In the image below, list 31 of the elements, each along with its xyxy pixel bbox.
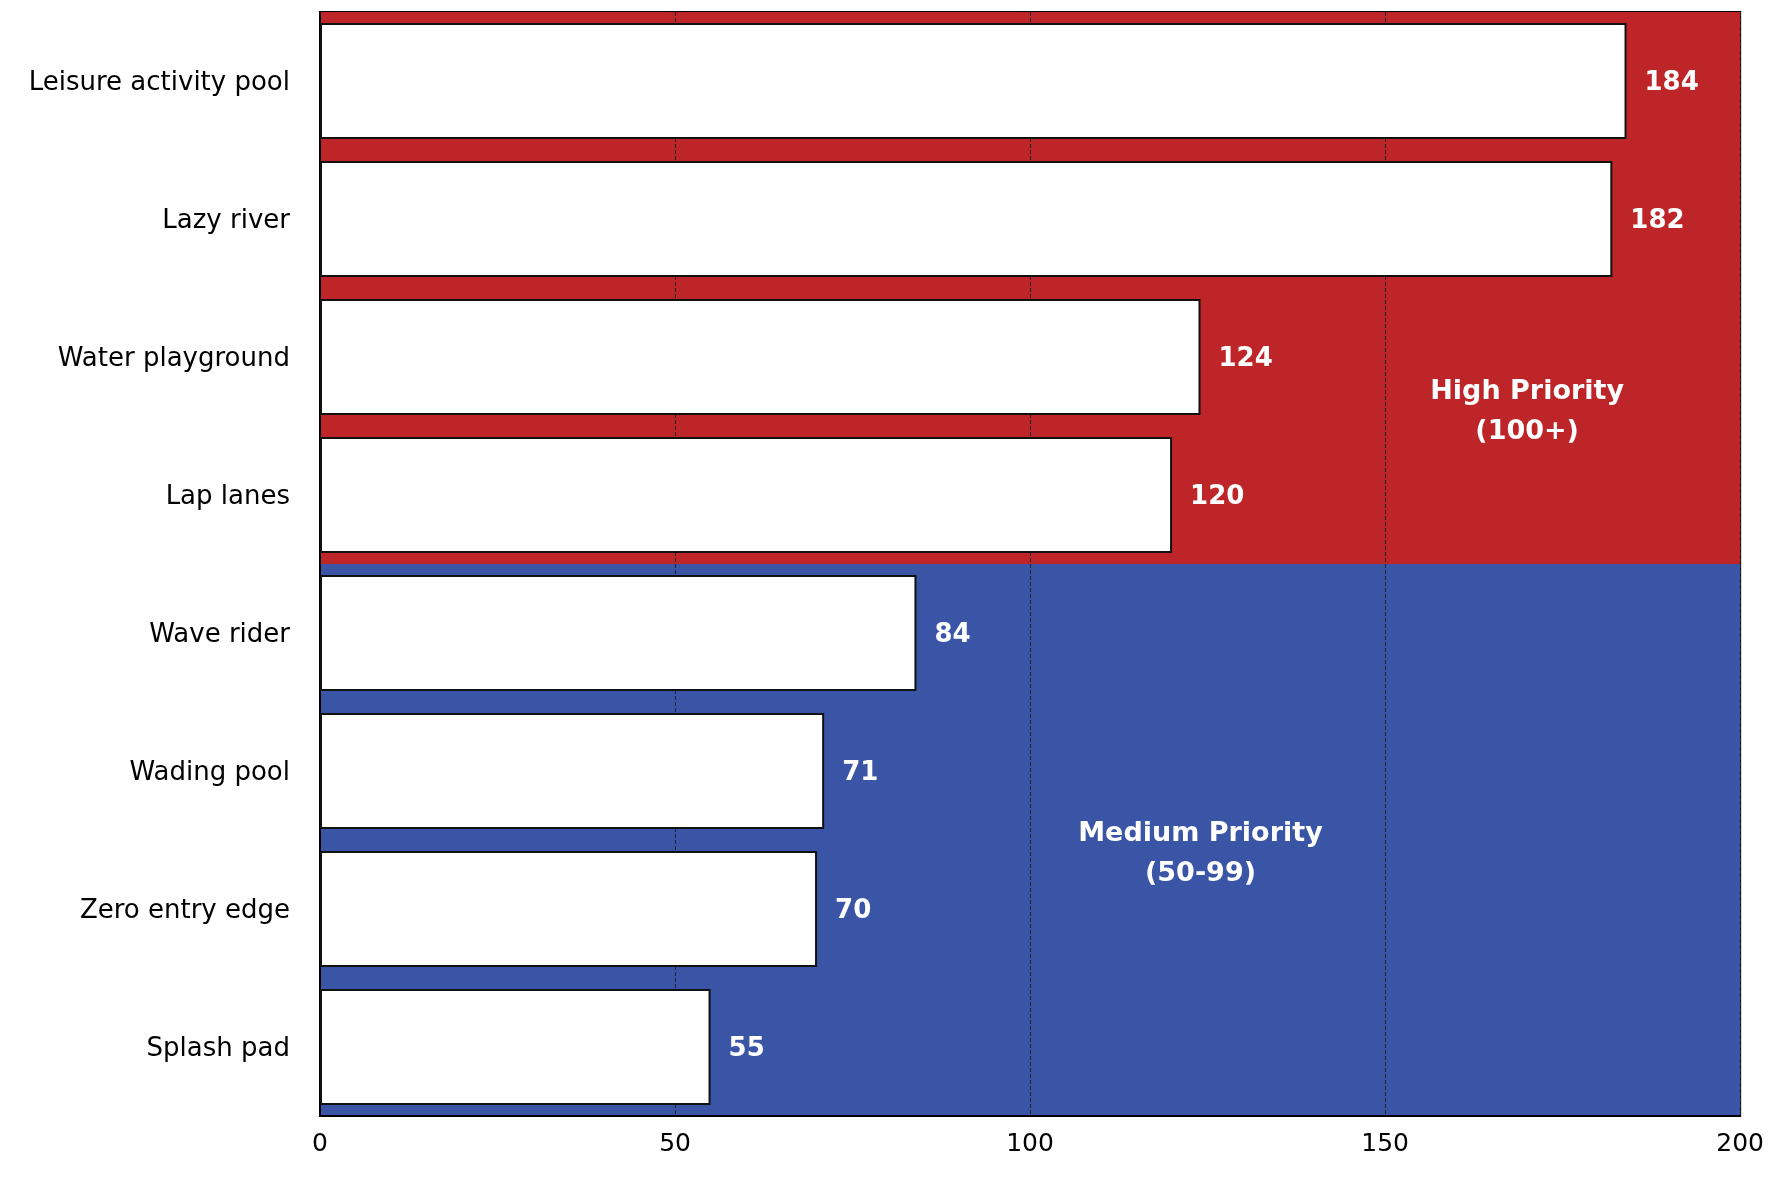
bar (320, 161, 1613, 277)
y-tick-label: Lap lanes (165, 480, 290, 510)
x-tick-label: 200 (1716, 1128, 1764, 1157)
y-tick-label: Splash pad (146, 1032, 290, 1062)
y-tick-label: Leisure activity pool (28, 66, 290, 96)
bar (320, 299, 1201, 415)
bar (320, 23, 1627, 139)
y-tick-label: Lazy river (162, 204, 291, 234)
x-tick-label: 50 (659, 1128, 691, 1157)
data-label: 120 (1190, 480, 1245, 510)
data-label: 71 (842, 756, 879, 786)
x-tick-label: 0 (312, 1128, 328, 1157)
bar (320, 437, 1173, 553)
x-tick-label: 100 (1006, 1128, 1054, 1157)
bar (320, 851, 818, 967)
data-label: 184 (1644, 66, 1699, 96)
y-tick-label: Wading pool (129, 756, 290, 786)
y-tick-label: Wave rider (149, 618, 291, 648)
data-label: 124 (1218, 342, 1273, 372)
y-tick-label: Zero entry edge (79, 894, 290, 924)
data-label: 84 (934, 618, 971, 648)
y-tick-label: Water playground (57, 342, 290, 372)
band-label: Medium Priority (50-99) (1078, 815, 1324, 887)
x-tick-label: 150 (1361, 1128, 1409, 1157)
band-label: High Priority (100+) (1430, 373, 1625, 445)
data-label: 182 (1630, 204, 1685, 234)
bar (320, 989, 711, 1105)
bar (320, 713, 825, 829)
data-label: 55 (728, 1032, 765, 1062)
data-label: 70 (835, 894, 872, 924)
bar (320, 575, 917, 691)
